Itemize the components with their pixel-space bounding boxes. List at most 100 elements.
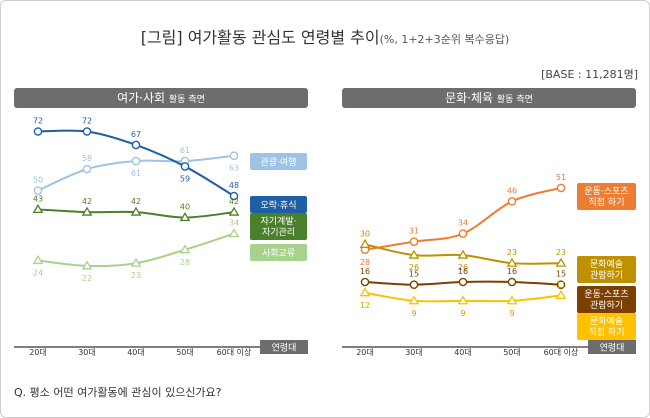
left-tick-label: 50대	[176, 348, 194, 357]
right-axis-tag-box	[588, 340, 636, 354]
left-data-label: 42	[131, 197, 141, 206]
right-legend-label: 운동·스포츠	[584, 186, 628, 197]
right-panel-title: 문화·체육	[445, 91, 494, 105]
left-panel-title: 여가·사회	[117, 91, 166, 105]
left-axis-tag-box	[260, 340, 308, 354]
right-legend-label: 관람하기	[590, 269, 623, 281]
left-legend-box	[250, 244, 307, 261]
left-legend-box	[250, 153, 307, 170]
left-data-point	[32, 255, 44, 265]
left-legend-label: 사회교류	[262, 248, 295, 259]
right-data-point	[506, 257, 518, 267]
left-legend-label: 자기관리	[262, 227, 295, 238]
right-legend-label: 문화예술	[590, 259, 623, 270]
right-data-label: 16	[458, 267, 468, 276]
left-data-point	[229, 191, 239, 201]
right-data-label: 31	[409, 227, 419, 236]
right-data-point	[359, 238, 371, 248]
left-data-point	[228, 228, 240, 238]
left-data-label: 34	[229, 219, 239, 228]
left-data-point	[130, 206, 142, 216]
right-data-label: 23	[507, 248, 517, 257]
right-data-point	[408, 249, 420, 259]
title-main: [그림] 여가활동 관심도 연령별 추이	[140, 28, 380, 47]
left-data-point	[81, 206, 93, 216]
left-data-point	[32, 203, 44, 214]
left-data-label: 48	[229, 181, 239, 190]
right-data-label: 15	[556, 270, 566, 279]
left-data-label: 50	[33, 176, 43, 185]
right-axis-tag: 연령대	[600, 342, 625, 354]
right-legend-label: 관람하기	[590, 299, 623, 311]
left-data-point	[229, 151, 239, 160]
left-data-label: 63	[229, 164, 239, 173]
left-data-label: 43	[33, 194, 43, 203]
right-data-point	[360, 277, 370, 287]
left-data-label: 28	[180, 258, 190, 267]
left-data-label: 42	[82, 197, 92, 206]
right-legend-box	[577, 286, 636, 313]
left-tick-label: 20대	[29, 348, 47, 357]
right-panel-header: 문화·체육 활동 측면	[342, 88, 636, 108]
right-legend-label: 직접 하기	[589, 326, 625, 338]
right-data-label: 9	[460, 309, 465, 318]
left-data-point	[33, 127, 43, 136]
right-data-label: 11	[556, 280, 566, 289]
right-data-label: 9	[509, 309, 514, 318]
left-legend-box	[250, 196, 307, 213]
right-data-point	[458, 229, 468, 238]
left-data-point	[179, 212, 191, 222]
left-data-label: 22	[82, 274, 92, 283]
left-panel-header: 여가·사회 활동 측면	[14, 88, 308, 108]
right-data-label: 12	[360, 301, 370, 310]
left-panel-subtitle: 활동 측면	[168, 95, 205, 105]
right-tick-label: 20대	[356, 348, 374, 357]
left-data-label: 58	[82, 154, 92, 163]
right-data-label: 16	[507, 267, 517, 276]
left-data-label: 40	[180, 203, 190, 212]
left-tick-label: 60대 이상	[217, 347, 252, 357]
right-legend-label: 문화예술	[590, 316, 623, 327]
left-tick-label: 30대	[78, 348, 96, 357]
right-data-point	[409, 280, 419, 289]
right-tick-label: 60대 이상	[544, 347, 579, 357]
left-data-point	[81, 260, 93, 270]
right-data-point	[507, 277, 517, 287]
right-data-point	[506, 295, 518, 305]
left-data-label: 59	[180, 174, 190, 183]
left-data-label: 61	[180, 146, 190, 155]
left-data-point	[179, 244, 191, 254]
right-data-label: 28	[360, 258, 370, 267]
right-legend-box	[577, 183, 636, 210]
right-data-point	[359, 287, 371, 297]
right-data-label: 30	[360, 229, 370, 238]
right-legend-label: 운동·스포츠	[584, 289, 628, 300]
left-legend-label: 관광·여행	[261, 156, 297, 168]
left-tick-label: 40대	[127, 348, 145, 357]
left-data-point	[131, 156, 141, 166]
left-legend-label: 오락·휴식	[261, 199, 297, 211]
left-legend-label: 자기계발·	[261, 215, 297, 227]
left-data-label: 23	[131, 271, 141, 280]
right-data-point	[555, 257, 567, 267]
left-data-label: 42	[229, 197, 239, 206]
right-data-label: 16	[360, 267, 370, 276]
right-data-point	[458, 277, 468, 287]
right-data-label: 26	[409, 263, 419, 272]
right-tick-label: 30대	[405, 348, 423, 357]
right-data-label: 51	[556, 173, 566, 182]
right-legend-box	[577, 313, 636, 340]
title-subtitle: (%, 1+2+3순위 복수응답)	[379, 33, 510, 46]
right-data-label: 34	[458, 219, 468, 228]
right-legend-label: 직접 하기	[589, 196, 625, 208]
right-data-point	[556, 280, 566, 289]
right-tick-label: 40대	[454, 348, 472, 357]
right-data-point	[457, 295, 469, 305]
right-data-point	[556, 183, 566, 193]
survey-question: Q. 평소 어떤 여가활동에 관심이 있으신가요?	[14, 386, 222, 399]
right-data-label: 46	[507, 186, 517, 195]
left-legend-box	[250, 213, 307, 240]
left-data-label: 24	[33, 269, 43, 278]
